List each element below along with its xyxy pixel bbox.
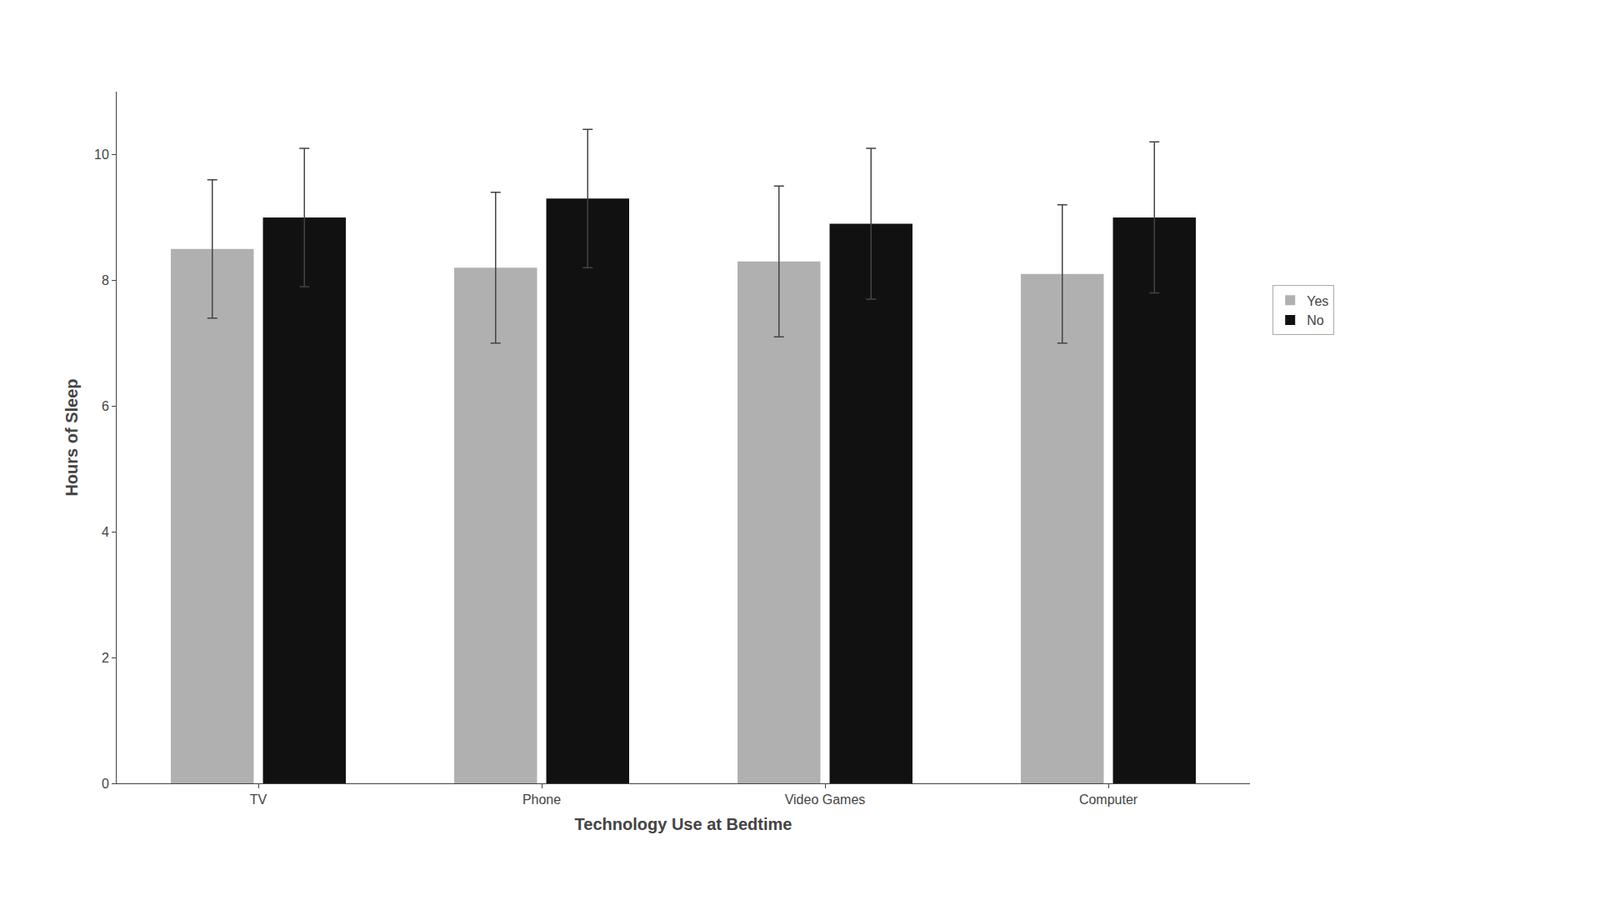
svg-text:6: 6 [101,399,110,414]
svg-text:Video Games: Video Games [785,792,866,807]
svg-text:10: 10 [94,147,110,162]
svg-text:No: No [1306,313,1325,328]
svg-text:Phone: Phone [522,792,561,807]
svg-text:Technology Use at Bedtime: Technology Use at Bedtime [575,815,793,834]
svg-text:Hours of Sleep: Hours of Sleep [62,378,81,496]
svg-text:Computer: Computer [1079,792,1139,807]
svg-text:2: 2 [101,650,110,665]
svg-text:8: 8 [101,273,110,288]
svg-text:4: 4 [101,525,110,540]
svg-text:TV: TV [250,792,268,807]
svg-text:Yes: Yes [1306,294,1329,309]
svg-text:0: 0 [101,776,110,791]
